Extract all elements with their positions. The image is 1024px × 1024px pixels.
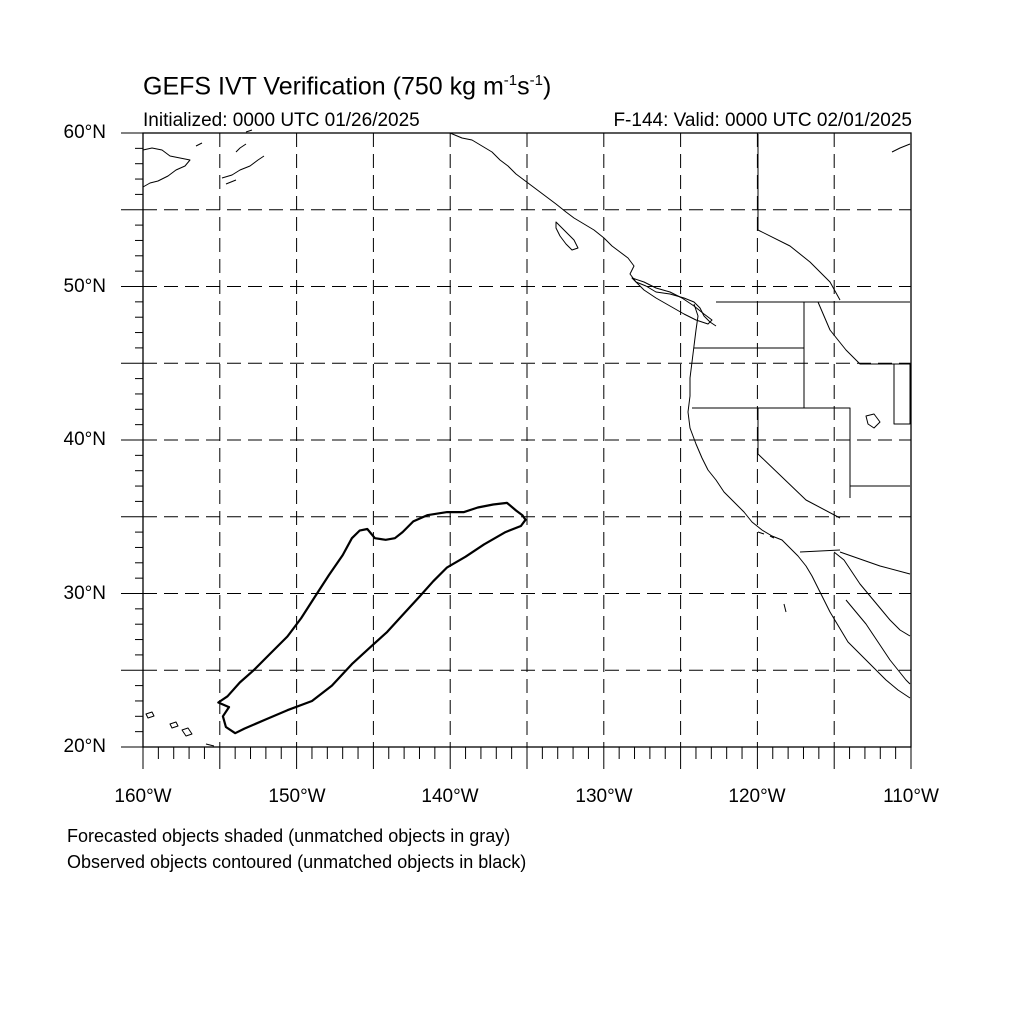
lon-label: 110°W — [883, 786, 939, 807]
observed-objects — [217, 501, 527, 735]
nw-corner-coast — [891, 143, 911, 153]
us-state-borders — [692, 302, 911, 575]
legend-forecast-note: Forecasted objects shaded (unmatched obj… — [67, 826, 511, 846]
lon-label: 120°W — [728, 786, 786, 807]
valid-time-label: F-144: Valid: 0000 UTC 02/01/2025 — [613, 110, 912, 131]
lat-label: 60°N — [63, 122, 106, 143]
lat-label: 40°N — [63, 429, 106, 450]
initialized-label: Initialized: 0000 UTC 01/26/2025 — [143, 110, 420, 131]
great-salt-lake — [865, 413, 881, 429]
us-mexico-border — [799, 549, 841, 553]
canada-province-borders — [757, 134, 894, 365]
vancouver-island — [631, 277, 713, 325]
mexico-mainland-coast — [845, 599, 911, 685]
lon-label: 140°W — [421, 786, 479, 807]
lon-label: 130°W — [575, 786, 633, 807]
us-west-coastline — [687, 303, 911, 699]
legend-observed-note: Observed objects contoured (unmatched ob… — [67, 852, 527, 872]
alaska-coastline — [142, 147, 191, 188]
lat-label: 50°N — [63, 276, 106, 297]
haida-gwaii — [555, 221, 579, 251]
axis-ticks — [121, 132, 912, 769]
baja-gulf-coast — [833, 551, 911, 637]
lon-label: 160°W — [114, 786, 172, 807]
channel-islands — [757, 531, 787, 613]
lon-label: 150°W — [268, 786, 326, 807]
lat-label: 20°N — [63, 736, 106, 757]
map-frame — [142, 132, 912, 748]
graticule — [143, 133, 911, 747]
bc-coastline — [449, 132, 717, 327]
lat-label: 30°N — [63, 583, 106, 604]
plot-title: GEFS IVT Verification (750 kg m-1s-1) — [143, 72, 552, 101]
hawaiian-islands — [145, 711, 215, 747]
alaska-islands — [195, 129, 265, 185]
coastlines-and-borders — [142, 129, 911, 747]
observed-ivt-object-contour — [217, 501, 527, 735]
